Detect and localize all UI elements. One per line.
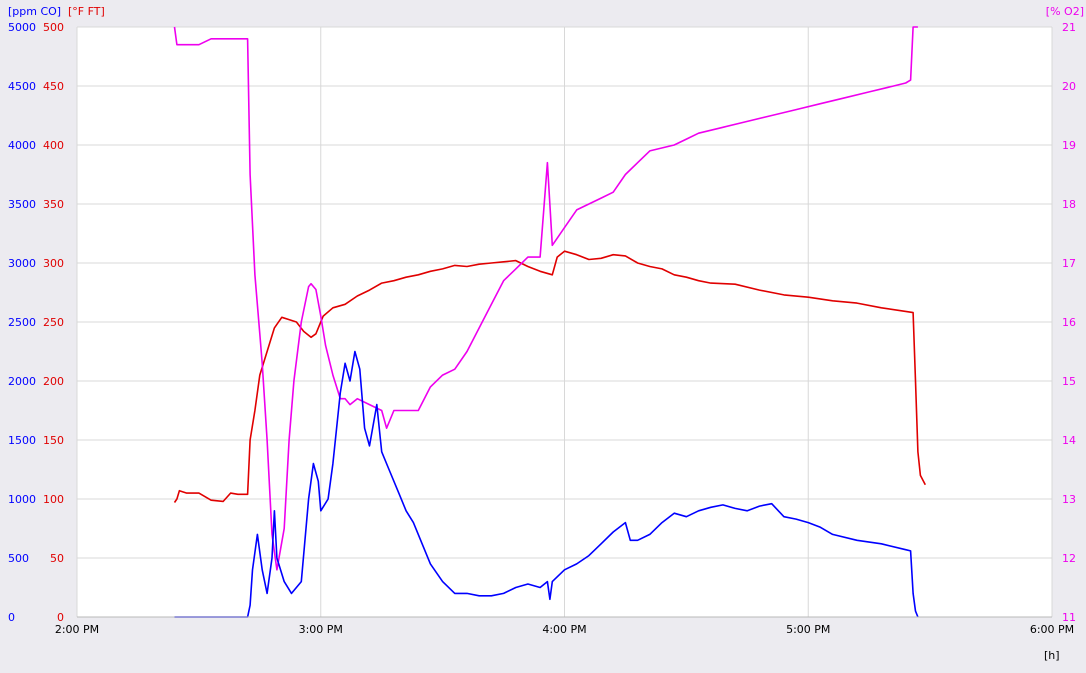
o2-tick-label: 14 <box>1062 434 1076 447</box>
temp-tick-label: 300 <box>43 257 64 270</box>
co-tick-label: 2000 <box>8 375 36 388</box>
x-tick-label: 3:00 PM <box>299 623 343 636</box>
temp-tick-label: 450 <box>43 80 64 93</box>
temp-series-line <box>173 250 927 503</box>
x-axis-unit-label: [h] <box>1044 649 1060 662</box>
co-series-line <box>174 350 919 618</box>
x-tick-label: 5:00 PM <box>786 623 830 636</box>
temp-tick-label: 500 <box>43 21 64 34</box>
o2-axis-label: [% O2] <box>1046 5 1084 18</box>
o2-tick-label: 18 <box>1062 198 1076 211</box>
temp-tick-label: 400 <box>43 139 64 152</box>
co-tick-label: 1000 <box>8 493 36 506</box>
temp-tick-label: 0 <box>57 611 64 624</box>
o2-tick-label: 12 <box>1062 552 1076 565</box>
co-tick-label: 4000 <box>8 139 36 152</box>
o2-tick-label: 21 <box>1062 21 1076 34</box>
co-tick-label: 2500 <box>8 316 36 329</box>
o2-tick-label: 16 <box>1062 316 1076 329</box>
co-tick-label: 3000 <box>8 257 36 270</box>
o2-tick-label: 19 <box>1062 139 1076 152</box>
x-tick-label: 4:00 PM <box>542 623 586 636</box>
x-tick-label: 2:00 PM <box>55 623 99 636</box>
temp-tick-label: 100 <box>43 493 64 506</box>
co-tick-label: 0 <box>8 611 15 624</box>
temp-tick-label: 250 <box>43 316 64 329</box>
co-tick-label: 3500 <box>8 198 36 211</box>
temp-tick-label: 200 <box>43 375 64 388</box>
co-tick-label: 500 <box>8 552 29 565</box>
co-tick-label: 5000 <box>8 21 36 34</box>
temp-axis-label: [°F FT] <box>68 5 105 18</box>
o2-tick-label: 11 <box>1062 611 1076 624</box>
temp-tick-label: 150 <box>43 434 64 447</box>
co-tick-label: 4500 <box>8 80 36 93</box>
o2-tick-label: 20 <box>1062 80 1076 93</box>
co-axis-label: [ppm CO] <box>8 5 61 18</box>
o2-tick-label: 15 <box>1062 375 1076 388</box>
co-tick-label: 1500 <box>8 434 36 447</box>
o2-tick-label: 17 <box>1062 257 1076 270</box>
o2-tick-label: 13 <box>1062 493 1076 506</box>
temp-tick-label: 350 <box>43 198 64 211</box>
x-tick-label: 6:00 PM <box>1030 623 1074 636</box>
temp-tick-label: 50 <box>50 552 64 565</box>
